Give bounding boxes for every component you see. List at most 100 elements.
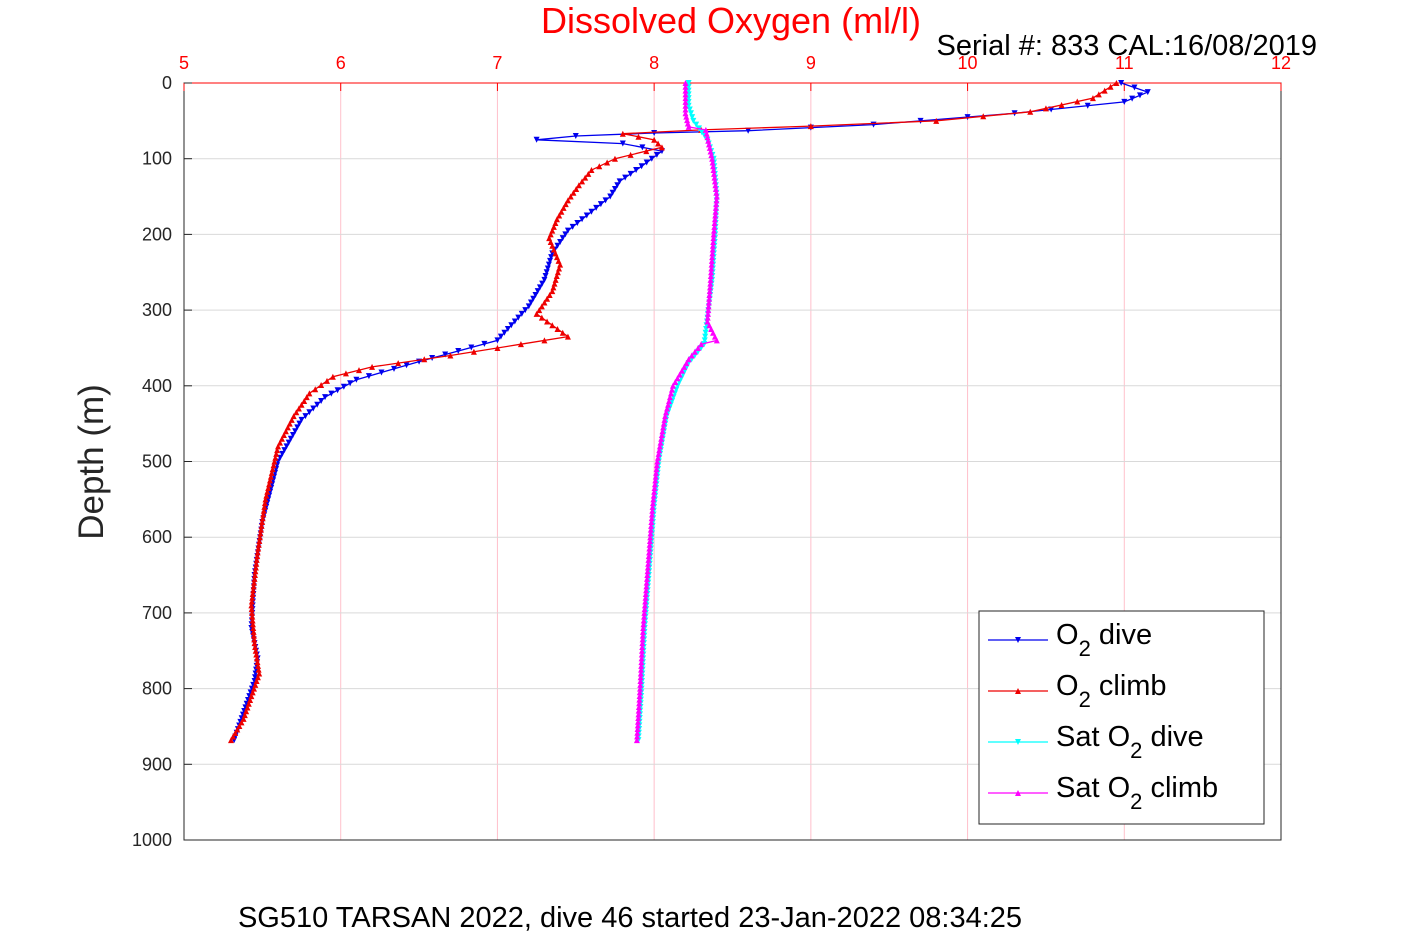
x-tick-label: 7	[492, 53, 502, 73]
data-point-o2-dive	[378, 369, 385, 376]
data-point-o2-climb	[579, 178, 586, 185]
legend: O2 dive O2 climb Sat O2 dive Sat O2 climb	[978, 610, 1265, 825]
x-tick-label: 10	[958, 53, 978, 73]
data-point-o2-dive	[532, 291, 539, 298]
data-point-o2-climb	[447, 352, 454, 359]
data-point-sat-o2-climb	[640, 621, 647, 628]
data-point-o2-climb	[556, 212, 563, 219]
data-point-o2-climb	[550, 284, 557, 291]
data-point-sat-o2-climb	[682, 80, 689, 86]
legend-swatch-marker	[1015, 688, 1021, 694]
data-point-o2-climb	[538, 303, 545, 310]
data-point-o2-dive	[574, 220, 581, 227]
data-point-o2-climb	[541, 337, 548, 344]
data-point-o2-climb	[263, 492, 270, 499]
data-point-o2-dive	[525, 303, 532, 310]
series-sat-o2-climb	[633, 80, 720, 744]
data-point-o2-climb	[643, 148, 650, 155]
data-point-o2-climb	[306, 390, 313, 397]
data-point-o2-climb	[658, 144, 665, 151]
data-point-o2-climb	[265, 484, 272, 491]
legend-label: Sat O2 dive	[1056, 721, 1204, 763]
legend-box	[978, 610, 1265, 825]
data-point-o2-climb	[604, 159, 611, 166]
data-point-o2-climb	[554, 269, 561, 276]
data-point-o2-climb	[251, 572, 258, 579]
data-point-sat-o2-climb	[704, 314, 711, 321]
data-point-o2-climb	[267, 473, 274, 480]
data-point-sat-o2-dive	[701, 337, 708, 344]
data-point-o2-dive	[497, 333, 504, 340]
data-point-sat-o2-climb	[639, 628, 646, 635]
data-point-o2-dive	[530, 295, 537, 302]
data-point-o2-climb	[262, 496, 269, 503]
data-point-sat-o2-climb	[640, 617, 647, 624]
x-tick-label: 8	[649, 53, 659, 73]
data-point-o2-dive	[522, 307, 529, 314]
data-point-sat-o2-climb	[651, 488, 658, 495]
y-axis-ticks: 0 100 200 300 400 500 600 700 800 900 1000	[132, 73, 192, 850]
y-tick-label: 0	[162, 73, 172, 93]
data-point-o2-climb	[261, 503, 268, 510]
data-point-o2-climb	[260, 511, 267, 518]
data-point-o2-dive	[310, 405, 317, 412]
data-point-sat-o2-climb	[709, 242, 716, 249]
data-point-o2-climb	[228, 737, 235, 744]
data-point-sat-o2-climb	[637, 685, 644, 692]
data-point-o2-climb	[611, 155, 618, 162]
data-point-sat-o2-climb	[646, 549, 653, 556]
legend-label: O2 climb	[1056, 670, 1167, 712]
data-point-o2-dive	[559, 235, 566, 242]
data-point-o2-dive	[281, 447, 288, 454]
data-point-sat-o2-climb	[708, 326, 715, 333]
data-point-sat-o2-dive	[693, 121, 700, 128]
data-point-o2-climb	[258, 526, 265, 533]
data-point-sat-o2-climb	[641, 609, 648, 616]
data-point-o2-climb	[282, 428, 289, 435]
data-point-sat-o2-climb	[711, 223, 718, 230]
data-point-sat-o2-climb	[691, 348, 698, 355]
data-point-sat-o2-climb	[709, 254, 716, 261]
data-point-o2-dive	[564, 227, 571, 234]
legend-item-o2-dive: O2 dive	[988, 619, 1152, 661]
data-point-o2-climb	[248, 606, 255, 613]
data-point-o2-dive	[1131, 84, 1138, 91]
data-point-o2-climb	[249, 621, 256, 628]
data-point-sat-o2-climb	[709, 159, 716, 166]
data-point-sat-o2-dive	[702, 333, 709, 340]
data-point-o2-dive	[964, 114, 971, 121]
data-point-o2-climb	[238, 719, 245, 726]
data-point-o2-climb	[619, 130, 626, 137]
y-tick-label: 700	[142, 603, 172, 623]
data-point-sat-o2-climb	[668, 386, 675, 393]
data-point-o2-dive	[442, 351, 449, 358]
data-point-o2-climb	[557, 261, 564, 268]
data-point-sat-o2-climb	[661, 416, 668, 423]
data-point-o2-dive	[296, 420, 303, 427]
legend-swatch-marker	[1015, 637, 1021, 643]
data-point-o2-climb	[295, 405, 302, 412]
data-point-o2-climb	[254, 659, 261, 666]
data-point-o2-climb	[553, 273, 560, 280]
y-tick-label: 300	[142, 300, 172, 320]
x-tick-label: 9	[806, 53, 816, 73]
data-point-sat-o2-climb	[649, 507, 656, 514]
data-point-o2-dive	[306, 409, 313, 416]
data-point-o2-climb	[250, 625, 257, 632]
data-point-sat-o2-climb	[652, 473, 659, 480]
data-point-sat-o2-climb	[643, 579, 650, 586]
x-tick-label: 6	[336, 53, 346, 73]
data-point-o2-dive	[539, 280, 546, 287]
data-point-o2-climb	[249, 594, 256, 601]
data-point-o2-climb	[549, 288, 556, 295]
data-point-sat-o2-climb	[638, 662, 645, 669]
data-point-o2-climb	[230, 733, 237, 740]
data-point-sat-o2-climb	[710, 163, 717, 170]
data-point-sat-o2-climb	[658, 432, 665, 439]
data-point-o2-dive	[314, 401, 321, 408]
data-point-o2-climb	[1074, 98, 1081, 105]
data-point-sat-o2-climb	[642, 598, 649, 605]
data-point-sat-o2-climb	[640, 625, 647, 632]
data-point-o2-dive	[1129, 95, 1136, 102]
data-point-o2-climb	[256, 537, 263, 544]
